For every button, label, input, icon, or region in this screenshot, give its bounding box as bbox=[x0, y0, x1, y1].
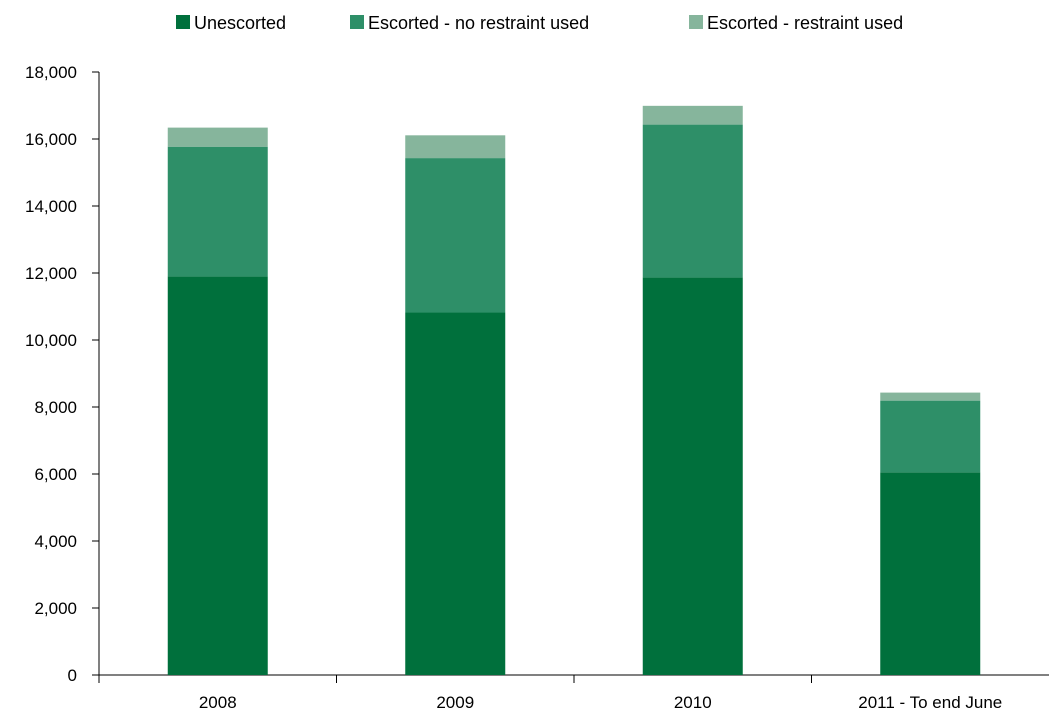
x-tick-label: 2010 bbox=[674, 693, 712, 712]
bar-escorted-no-restraint-used-2008 bbox=[167, 146, 268, 277]
bar-unescorted-2009 bbox=[405, 312, 506, 675]
y-tick-label: 10,000 bbox=[25, 331, 77, 350]
legend-label: Escorted - restraint used bbox=[707, 13, 903, 33]
bar-escorted-restraint-used-2008 bbox=[167, 127, 268, 147]
x-tick-label: 2009 bbox=[436, 693, 474, 712]
y-tick-label: 0 bbox=[68, 666, 77, 685]
y-tick-label: 18,000 bbox=[25, 63, 77, 82]
y-tick-label: 16,000 bbox=[25, 130, 77, 149]
y-tick-label: 8,000 bbox=[34, 398, 77, 417]
legend-label: Unescorted bbox=[194, 13, 286, 33]
y-tick-label: 14,000 bbox=[25, 197, 77, 216]
bar-unescorted-2008 bbox=[167, 276, 268, 675]
x-tick-label: 2008 bbox=[199, 693, 237, 712]
x-tick-label: 2011 - To end June bbox=[858, 693, 1002, 712]
bar-escorted-no-restraint-used-2009 bbox=[405, 158, 506, 313]
bar-escorted-restraint-used-2009 bbox=[405, 135, 506, 159]
y-tick-label: 12,000 bbox=[25, 264, 77, 283]
x-axis: 2008 2009 2010 2011 - To end June bbox=[98, 674, 1049, 712]
y-tick-label: 4,000 bbox=[34, 532, 77, 551]
legend-swatch bbox=[176, 15, 190, 29]
bar-escorted-no-restraint-used-2011-to-end-june bbox=[880, 400, 981, 473]
bar-unescorted-2011-to-end-june bbox=[880, 472, 981, 675]
bar-escorted-no-restraint-used-2010 bbox=[642, 124, 743, 278]
bar-escorted-restraint-used-2011-to-end-june bbox=[880, 392, 981, 401]
y-tick-label: 2,000 bbox=[34, 599, 77, 618]
y-axis: 0 2,000 4,000 6,000 8,000 10,000 12,000 14,000 1… bbox=[25, 63, 100, 685]
y-tick-label: 6,000 bbox=[34, 465, 77, 484]
bar-unescorted-2010 bbox=[642, 277, 743, 675]
legend: Unescorted Escorted - no restraint used Es… bbox=[176, 13, 903, 33]
bars bbox=[167, 105, 981, 675]
legend-swatch bbox=[350, 15, 364, 29]
legend-label: Escorted - no restraint used bbox=[368, 13, 589, 33]
bar-escorted-restraint-used-2010 bbox=[642, 105, 743, 125]
legend-swatch bbox=[689, 15, 703, 29]
